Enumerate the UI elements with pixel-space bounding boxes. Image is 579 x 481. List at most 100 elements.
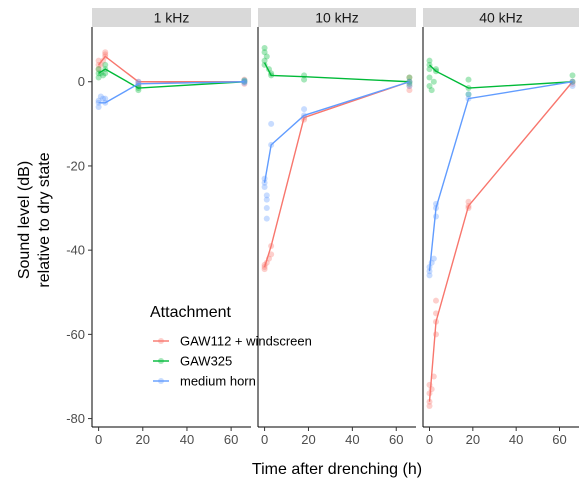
y-tick-label: 0	[78, 74, 85, 89]
panel-strip-label: 10 kHz	[315, 10, 359, 26]
data-point	[263, 215, 270, 222]
data-point	[95, 99, 102, 106]
data-point	[268, 120, 275, 127]
panels-layer: 1 kHz 10 kHz 40 kHz	[91, 8, 579, 428]
panel-strip	[258, 8, 416, 27]
data-point	[433, 331, 439, 338]
series-gaw112-windscreen	[426, 78, 576, 409]
series-line	[428, 81, 574, 402]
data-point	[569, 72, 576, 79]
data-point	[569, 78, 576, 85]
data-point	[406, 87, 413, 94]
x-tick-label: 60	[389, 432, 403, 447]
data-point	[465, 91, 472, 98]
y-tick-label: -80	[66, 411, 85, 426]
data-point	[301, 106, 308, 113]
x-tick-label: 40	[180, 432, 194, 447]
legend-item-medium-horn: medium horn	[153, 374, 256, 389]
data-point	[430, 78, 437, 85]
data-point	[426, 82, 433, 89]
legend-title: Attachment	[150, 304, 231, 321]
series-line	[428, 81, 573, 272]
x-tick-label: 0	[261, 432, 268, 447]
legend-key-point	[158, 338, 164, 344]
x-tick-label: 0	[95, 432, 102, 447]
data-point	[97, 70, 104, 77]
series-line	[98, 55, 245, 83]
data-point	[426, 66, 433, 73]
data-point	[100, 72, 107, 79]
series-medium-horn	[426, 78, 576, 279]
panel-strip	[423, 8, 579, 27]
y-axis: 0 -20 -40 -60 -80	[66, 74, 92, 426]
data-point	[406, 74, 413, 81]
data-point	[102, 51, 109, 58]
panel-strip-label: 1 kHz	[154, 10, 190, 26]
data-point	[261, 45, 268, 52]
y-tick-label: -40	[66, 243, 85, 258]
data-point	[261, 49, 268, 56]
panel-40-khz: 40 kHz	[422, 8, 579, 428]
y-axis-title-line1: Sound level (dB)	[16, 161, 33, 279]
data-point	[261, 57, 268, 64]
x-tick-label: 20	[136, 432, 150, 447]
x-axis-title: Time after drenching (h)	[252, 461, 422, 478]
data-point	[95, 66, 102, 73]
series-line	[429, 64, 573, 89]
series-line	[263, 81, 410, 183]
data-point	[430, 255, 437, 262]
x-tick-label: 40	[509, 432, 523, 447]
data-point	[95, 74, 102, 81]
panel-10-khz: 10 kHz	[257, 8, 416, 428]
data-point	[406, 74, 413, 81]
series-gaw325	[95, 61, 248, 94]
legend-key-point	[158, 378, 164, 384]
panel-strip-label: 40 kHz	[479, 10, 523, 26]
data-point	[301, 76, 308, 83]
data-point	[263, 192, 270, 199]
panel-1-khz: 1 kHz	[91, 8, 251, 428]
legend-item-gaw325: GAW325	[153, 354, 232, 369]
y-tick-label: -60	[66, 327, 85, 342]
legend-item-gaw112-windscreen: GAW112 + windscreen	[153, 334, 312, 349]
x-tick-label: 0	[426, 432, 433, 447]
data-point	[97, 93, 104, 100]
data-point	[263, 53, 270, 60]
series-line	[98, 68, 245, 89]
data-point	[102, 61, 109, 68]
legend-label: GAW112 + windscreen	[180, 334, 312, 349]
data-point	[100, 95, 107, 102]
data-point	[426, 272, 433, 279]
data-point	[263, 205, 270, 212]
data-point	[428, 87, 435, 94]
data-point	[406, 82, 413, 89]
data-point	[426, 74, 433, 81]
x-tick-label: 20	[466, 432, 480, 447]
data-point	[263, 196, 270, 203]
series-medium-horn	[261, 78, 413, 222]
data-point	[102, 49, 109, 56]
legend-label: GAW325	[180, 354, 232, 369]
data-point	[428, 386, 435, 393]
data-point	[406, 82, 413, 89]
x-axis: 0 20 40 60 0 20 40 60 0 20 40 60	[95, 427, 567, 447]
data-point	[465, 76, 472, 83]
x-tick-label: 20	[301, 432, 315, 447]
data-point	[102, 95, 109, 102]
data-point	[465, 91, 472, 98]
series-gaw325	[261, 45, 413, 87]
data-point	[426, 402, 433, 409]
series-gaw112-windscreen	[261, 74, 413, 273]
data-point	[261, 184, 268, 190]
y-tick-label: -20	[66, 158, 85, 173]
data-point	[102, 70, 109, 77]
x-tick-label: 60	[552, 432, 566, 447]
series-line	[263, 62, 410, 83]
x-tick-label: 40	[345, 432, 359, 447]
data-point	[569, 78, 576, 85]
panel-strip	[92, 8, 251, 27]
data-point	[426, 57, 433, 64]
series-line	[98, 81, 245, 104]
data-point	[95, 104, 102, 110]
legend-items: GAW112 + windscreen GAW325 medium horn	[153, 334, 312, 389]
